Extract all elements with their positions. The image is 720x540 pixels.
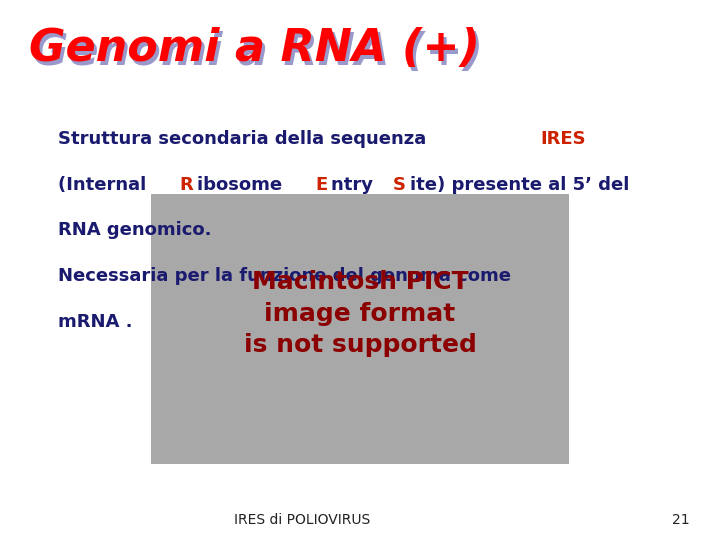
Text: RNA genomico.: RNA genomico. [58,221,211,239]
Text: ite) presente al 5’ del: ite) presente al 5’ del [410,176,629,193]
Text: Genomi a RNA (+): Genomi a RNA (+) [32,31,483,75]
Text: IRES: IRES [541,130,587,147]
FancyBboxPatch shape [151,194,569,464]
Text: R: R [179,176,193,193]
Text: S: S [393,176,406,193]
Text: Necessaria per la funzione del genoma come: Necessaria per la funzione del genoma co… [58,267,510,285]
Text: E: E [315,176,328,193]
Text: Genomi a RNA (+): Genomi a RNA (+) [29,27,480,70]
Text: ntry: ntry [331,176,379,193]
Text: IRES di POLIOVIRUS: IRES di POLIOVIRUS [234,512,371,526]
Text: (Internal: (Internal [58,176,152,193]
Text: 21: 21 [672,512,689,526]
Text: Struttura secondaria della sequenza: Struttura secondaria della sequenza [58,130,432,147]
Text: Macintosh PICT
image format
is not supported: Macintosh PICT image format is not suppo… [243,270,477,357]
Text: mRNA .: mRNA . [58,313,132,331]
Text: ibosome: ibosome [197,176,289,193]
